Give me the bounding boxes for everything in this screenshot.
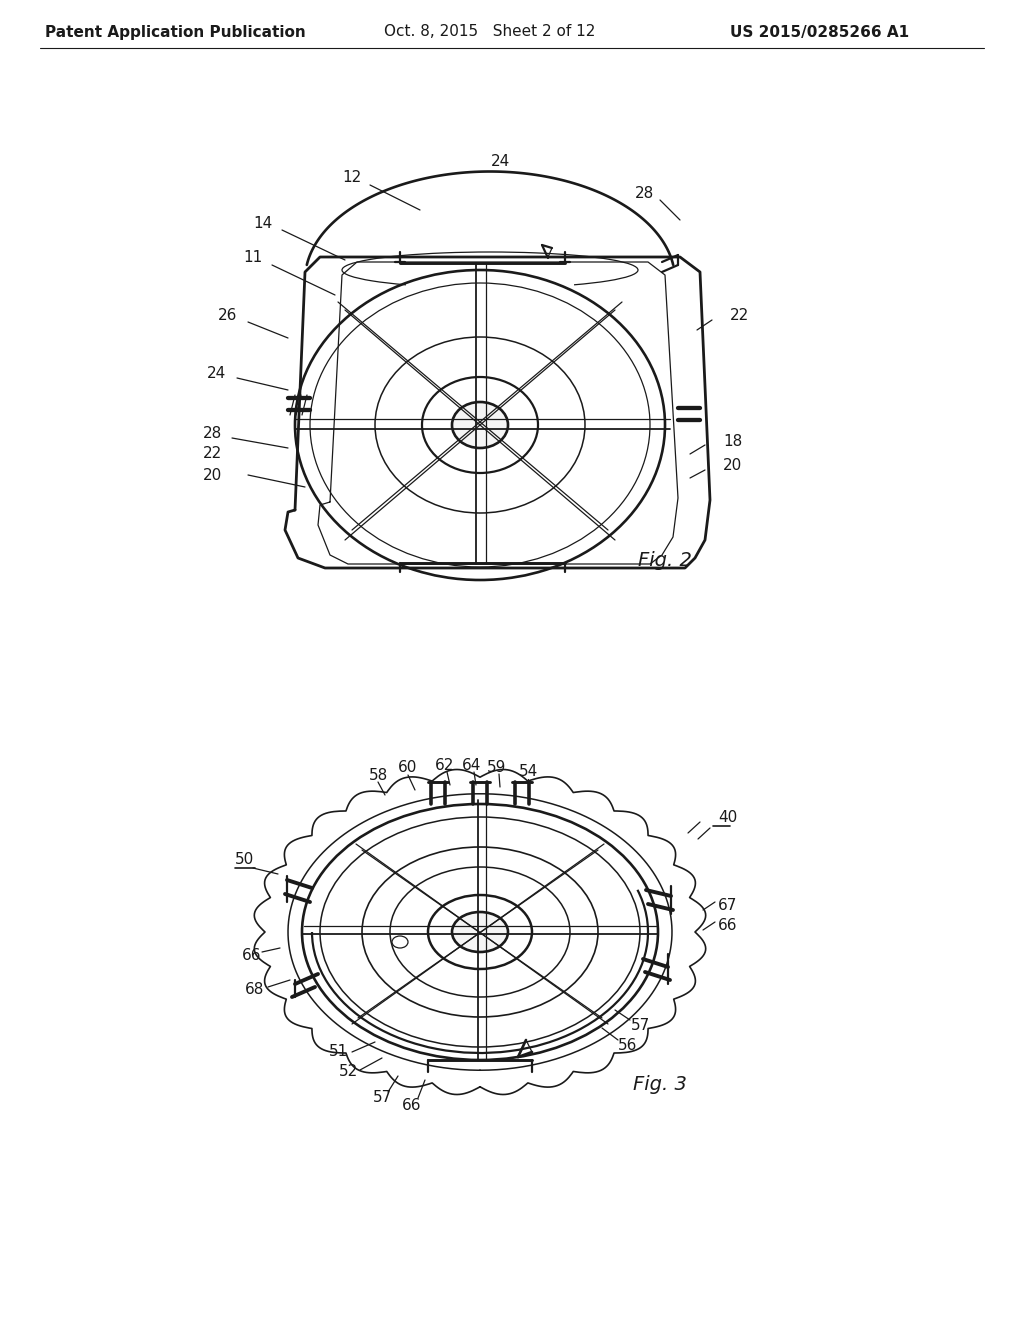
Text: 40: 40 [718, 810, 737, 825]
Text: 58: 58 [369, 767, 388, 783]
Text: 24: 24 [208, 367, 226, 381]
Text: 54: 54 [518, 764, 538, 780]
Text: 12: 12 [342, 170, 361, 186]
Text: 50: 50 [234, 853, 254, 867]
Text: 51: 51 [329, 1044, 347, 1060]
Text: 66: 66 [402, 1097, 422, 1113]
Text: US 2015/0285266 A1: US 2015/0285266 A1 [730, 25, 909, 40]
Text: 28: 28 [635, 186, 654, 202]
Text: 20: 20 [203, 467, 221, 483]
Text: 11: 11 [244, 249, 262, 264]
Text: 60: 60 [398, 760, 418, 776]
Text: 52: 52 [338, 1064, 357, 1080]
Text: 59: 59 [487, 759, 507, 775]
Text: 22: 22 [203, 446, 221, 462]
Text: 64: 64 [462, 758, 481, 772]
Text: Fig. 3: Fig. 3 [633, 1076, 687, 1094]
Text: Patent Application Publication: Patent Application Publication [45, 25, 305, 40]
Text: 66: 66 [718, 917, 737, 932]
Text: 66: 66 [243, 948, 262, 962]
Ellipse shape [452, 403, 508, 447]
Ellipse shape [452, 912, 508, 952]
Text: Fig. 2: Fig. 2 [638, 550, 692, 569]
Text: 62: 62 [435, 758, 455, 772]
Text: 67: 67 [718, 898, 737, 912]
Text: 57: 57 [373, 1090, 391, 1106]
Text: Oct. 8, 2015   Sheet 2 of 12: Oct. 8, 2015 Sheet 2 of 12 [384, 25, 596, 40]
Text: 20: 20 [723, 458, 742, 474]
Text: 28: 28 [203, 426, 221, 441]
Text: 56: 56 [618, 1038, 638, 1052]
Text: 22: 22 [730, 308, 750, 322]
Text: 57: 57 [631, 1018, 649, 1032]
Text: 24: 24 [490, 154, 510, 169]
Text: 18: 18 [723, 433, 742, 449]
Text: 14: 14 [253, 215, 272, 231]
Text: 26: 26 [218, 308, 238, 322]
Text: 68: 68 [246, 982, 264, 998]
